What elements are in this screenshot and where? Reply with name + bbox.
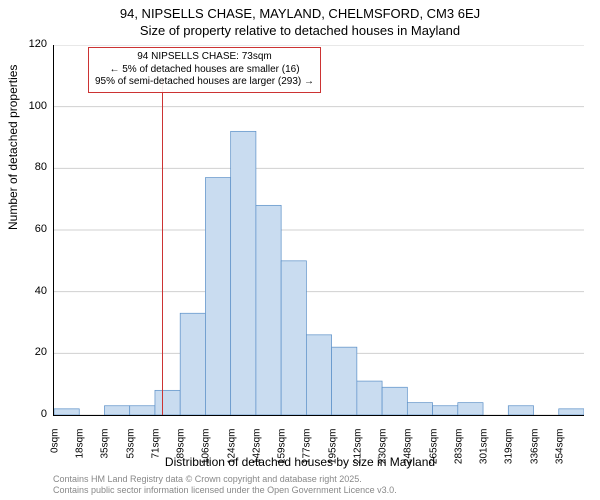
chart-area: 94 NIPSELLS CHASE: 73sqm ← 5% of detache… <box>53 45 583 415</box>
annotation-box: 94 NIPSELLS CHASE: 73sqm ← 5% of detache… <box>88 47 321 93</box>
bar <box>231 131 256 415</box>
credit-line2: Contains public sector information licen… <box>53 485 397 496</box>
bar <box>382 387 407 415</box>
ytick-label: 40 <box>17 285 47 297</box>
credit-block: Contains HM Land Registry data © Crown c… <box>53 474 397 496</box>
bar <box>104 406 129 415</box>
annotation-line3: 95% of semi-detached houses are larger (… <box>95 76 314 89</box>
bar <box>130 406 155 415</box>
page-title: 94, NIPSELLS CHASE, MAYLAND, CHELMSFORD,… <box>0 6 600 23</box>
credit-line1: Contains HM Land Registry data © Crown c… <box>53 474 397 485</box>
bar <box>54 409 79 415</box>
plot-svg <box>53 45 584 416</box>
bar <box>155 390 180 415</box>
chart-container: 94, NIPSELLS CHASE, MAYLAND, CHELMSFORD,… <box>0 0 600 500</box>
bar <box>508 406 533 415</box>
bar <box>205 178 230 415</box>
ytick-label: 60 <box>17 223 47 235</box>
ytick-label: 20 <box>17 346 47 358</box>
annotation-line1: 94 NIPSELLS CHASE: 73sqm <box>95 51 314 64</box>
bar <box>256 205 281 415</box>
bar <box>306 335 331 415</box>
bar <box>407 403 432 415</box>
bar <box>433 406 458 415</box>
marker-line <box>162 78 163 415</box>
xtick-marks <box>54 415 559 416</box>
bar <box>281 261 306 415</box>
ytick-marks <box>53 45 54 415</box>
annotation-line2: ← 5% of detached houses are smaller (16) <box>95 64 314 77</box>
bar <box>357 381 382 415</box>
ytick-label: 80 <box>17 161 47 173</box>
ytick-label: 0 <box>17 408 47 420</box>
x-axis-label: Distribution of detached houses by size … <box>0 455 600 469</box>
bar <box>180 313 205 415</box>
bars-group <box>54 131 584 415</box>
page-subtitle: Size of property relative to detached ho… <box>0 23 600 40</box>
y-axis-label: Number of detached properties <box>6 65 20 230</box>
bar <box>332 347 357 415</box>
ytick-label: 100 <box>17 100 47 112</box>
bar <box>559 409 584 415</box>
ytick-label: 120 <box>17 38 47 50</box>
bar <box>458 403 483 415</box>
title-block: 94, NIPSELLS CHASE, MAYLAND, CHELMSFORD,… <box>0 0 600 40</box>
